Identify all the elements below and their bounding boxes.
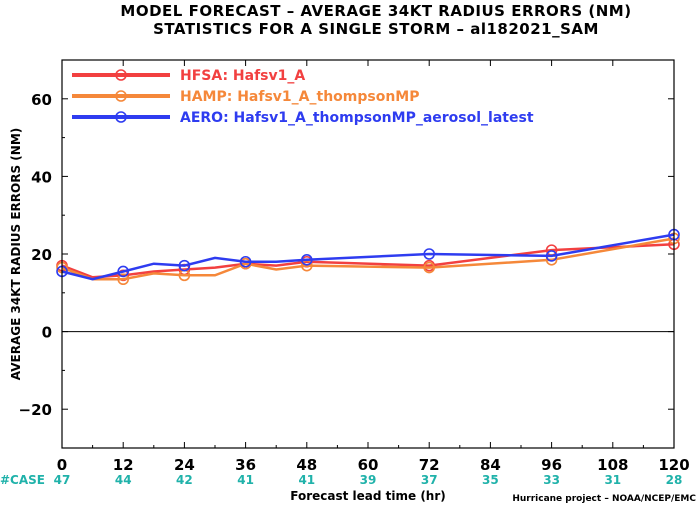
x-tick-label: 0 (57, 456, 67, 474)
case-count-label: 41 (298, 473, 315, 487)
case-count-label: 31 (604, 473, 621, 487)
y-tick-label: 0 (42, 324, 52, 342)
series-line (61, 237, 675, 281)
legend-entry: HAMP: Hafsv1_A_thompsonMP (72, 89, 420, 105)
x-tick-label: 12 (113, 456, 134, 474)
y-tick-label: 40 (31, 168, 52, 186)
legend-entry: AERO: Hafsv1_A_thompsonMP_aerosol_latest (72, 110, 534, 126)
x-tick-label: 120 (658, 456, 689, 474)
data-point (178, 259, 191, 272)
x-tick-label: 84 (480, 456, 501, 474)
legend-marker (115, 90, 127, 102)
legend-label: AERO: Hafsv1_A_thompsonMP_aerosol_latest (180, 110, 534, 126)
x-tick-label: 108 (597, 456, 628, 474)
case-count-label: 39 (360, 473, 377, 487)
legend-marker (115, 69, 127, 81)
data-point (300, 254, 313, 266)
series-2 (56, 232, 680, 286)
series-3 (56, 228, 680, 281)
data-point (545, 250, 558, 262)
case-count-label: 28 (666, 473, 683, 487)
legend-marker (115, 111, 127, 123)
x-axis-label: Forecast lead time (hr) (290, 489, 446, 503)
x-tick-label: 72 (419, 456, 440, 474)
x-tick-label: 96 (541, 456, 562, 474)
data-point (239, 255, 252, 268)
case-count-label: 41 (237, 473, 254, 487)
case-label: #CASE (0, 473, 45, 487)
data-point (117, 265, 129, 278)
case-count-label: 35 (482, 473, 499, 487)
chart-subtitle: STATISTICS FOR A SINGLE STORM – al182021… (153, 20, 599, 38)
x-tick-label: 24 (174, 456, 195, 474)
case-count-label: 37 (421, 473, 438, 487)
data-point (423, 248, 436, 260)
x-tick-label: 48 (296, 456, 317, 474)
case-count-label: 44 (115, 473, 132, 487)
series-layer (56, 228, 680, 286)
x-tick-label: 60 (358, 456, 379, 474)
y-tick-label: −20 (19, 401, 52, 419)
axis-ticks: 0471244244236414841603972378435963310831… (19, 59, 690, 487)
chart-title: MODEL FORECAST – AVERAGE 34KT RADIUS ERR… (120, 2, 631, 20)
y-axis-label: AVERAGE 34KT RADIUS ERRORS (NM) (9, 128, 23, 380)
legend: HFSA: Hafsv1_A HAMP: Hafsv1_A_thompsonMP A… (72, 68, 534, 126)
legend-label: HAMP: Hafsv1_A_thompsonMP (180, 89, 420, 105)
data-point (423, 261, 436, 274)
legend-label: HFSA: Hafsv1_A (180, 68, 305, 84)
y-tick-label: 20 (31, 246, 52, 264)
legend-entry: HFSA: Hafsv1_A (72, 68, 305, 84)
data-point (117, 273, 129, 286)
y-tick-label: 60 (31, 91, 52, 109)
case-count-label: 42 (176, 473, 193, 487)
credit-text: Hurricane project – NOAA/NCEP/EMC (512, 494, 696, 504)
x-tick-label: 36 (235, 456, 256, 474)
case-count-label: 33 (543, 473, 560, 487)
case-count-label: 47 (54, 473, 71, 487)
